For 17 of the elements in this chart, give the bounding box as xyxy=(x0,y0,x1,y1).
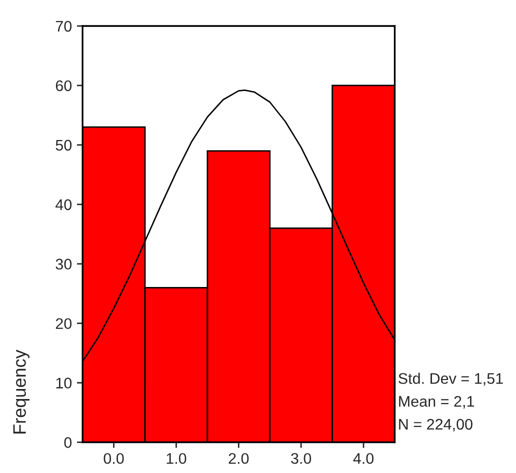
text: N = 224,00 xyxy=(399,418,472,432)
y-tick-label: 20 xyxy=(56,318,72,330)
y-tick-label: 60 xyxy=(56,80,72,92)
y-tick-label: 40 xyxy=(56,199,72,210)
text: Mean = 2,1 xyxy=(399,396,474,409)
x-tick-label: 0.0 xyxy=(104,453,124,464)
text: Std. Dev = 1,51 xyxy=(398,372,503,386)
y-tick-label: 30 xyxy=(56,258,72,270)
x-tick-label: 2.0 xyxy=(228,453,249,464)
y-tick-label: 0 xyxy=(64,437,72,448)
y-tick-label: 10 xyxy=(56,378,72,388)
y-tick-label: 50 xyxy=(56,140,72,151)
y-axis-title: Frequency xyxy=(13,350,30,434)
y-tick-label: 70 xyxy=(56,20,72,32)
x-tick-label: 1.0 xyxy=(166,453,186,464)
x-tick-label: 3.0 xyxy=(291,453,312,464)
x-tick-label: 4.0 xyxy=(353,453,374,464)
